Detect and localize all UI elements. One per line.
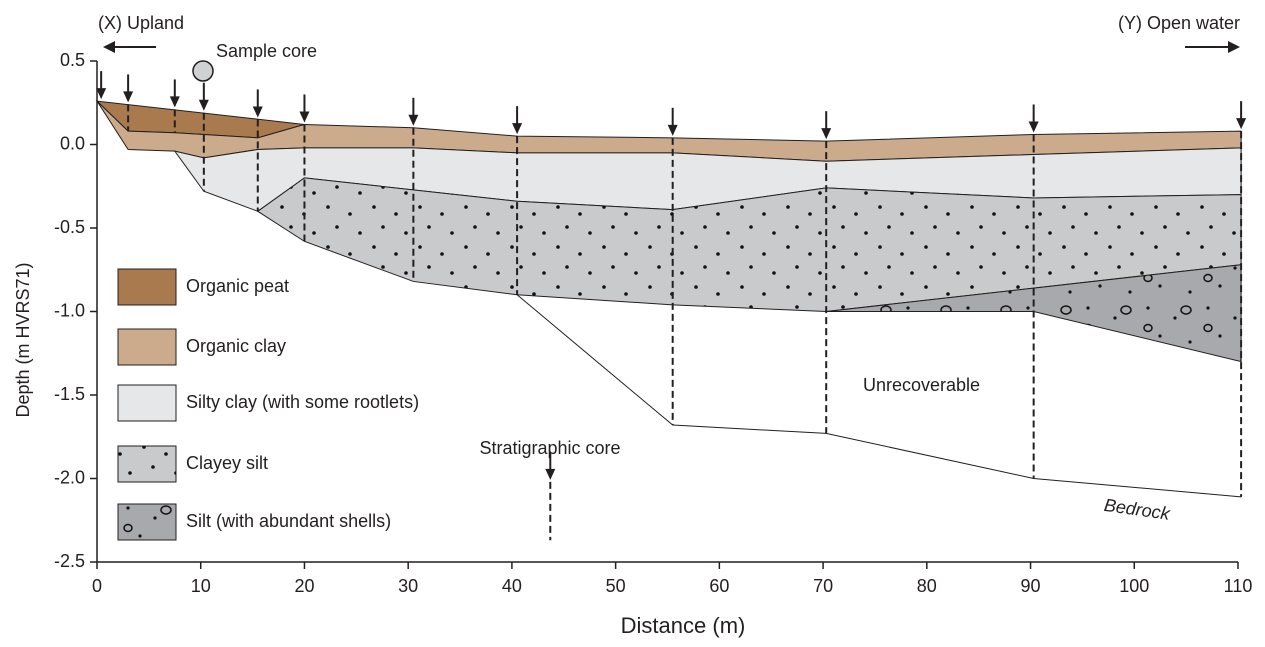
annotation: Bedrock (1103, 495, 1172, 524)
core-arrowhead (545, 468, 556, 480)
legend-label: Silty clay (with some rootlets) (186, 392, 419, 412)
legend-swatch-pattern (118, 446, 176, 482)
core-arrowhead (252, 106, 263, 118)
x-tick-label: 10 (191, 576, 211, 596)
x-tick-label: 80 (917, 576, 937, 596)
core-arrowhead (1028, 121, 1039, 133)
core-arrowhead (1236, 118, 1247, 130)
arrowhead (103, 41, 115, 53)
layer-pattern (257, 177, 1242, 312)
legend-label: Silt (with abundant shells) (186, 511, 391, 531)
annotation: Stratigraphic core (479, 438, 620, 458)
legend-label: Organic clay (186, 336, 286, 356)
core-arrowhead (169, 96, 180, 108)
x-tick-label: 70 (813, 576, 833, 596)
arrowhead (1228, 41, 1240, 53)
annotation: (X) Upland (98, 13, 184, 33)
legend-swatch-pattern (118, 504, 176, 540)
core-arrowhead (299, 111, 310, 123)
x-tick-label: 100 (1119, 576, 1149, 596)
core-arrowhead (96, 88, 107, 100)
core-arrowhead (667, 124, 678, 136)
legend-swatch (117, 328, 177, 366)
x-tick-label: 60 (709, 576, 729, 596)
y-axis-title: Depth (m HVRS71) (13, 262, 33, 417)
y-tick-label: -2.5 (54, 551, 85, 571)
annotation: Sample core (216, 41, 317, 61)
x-axis-title: Distance (m) (621, 613, 746, 638)
core-arrowhead (408, 114, 419, 126)
core-arrowhead (123, 91, 134, 103)
annotation: (Y) Open water (1118, 13, 1240, 33)
legend-label: Organic peat (186, 276, 289, 296)
annotation: Unrecoverable (863, 375, 980, 395)
core-arrowhead (512, 123, 523, 135)
core-arrowhead (821, 128, 832, 140)
legend-label: Clayey silt (186, 453, 268, 473)
y-tick-label: 0.0 (60, 133, 85, 153)
y-tick-label: -1.0 (54, 300, 85, 320)
x-tick-label: 90 (1021, 576, 1041, 596)
legend-swatch (117, 268, 177, 306)
x-tick-label: 50 (606, 576, 626, 596)
x-tick-label: 0 (92, 576, 102, 596)
legend-swatch (117, 384, 177, 422)
x-tick-label: 20 (294, 576, 314, 596)
y-tick-label: -2.0 (54, 467, 85, 487)
x-tick-label: 40 (502, 576, 522, 596)
core-arrowhead (198, 99, 209, 111)
layer-pattern (826, 264, 1242, 362)
sample-core-marker (192, 60, 214, 82)
x-tick-label: 30 (398, 576, 418, 596)
y-tick-label: -0.5 (54, 217, 85, 237)
x-tick-label: 110 (1224, 576, 1253, 596)
y-tick-label: 0.5 (60, 50, 85, 70)
y-tick-label: -1.5 (54, 384, 85, 404)
